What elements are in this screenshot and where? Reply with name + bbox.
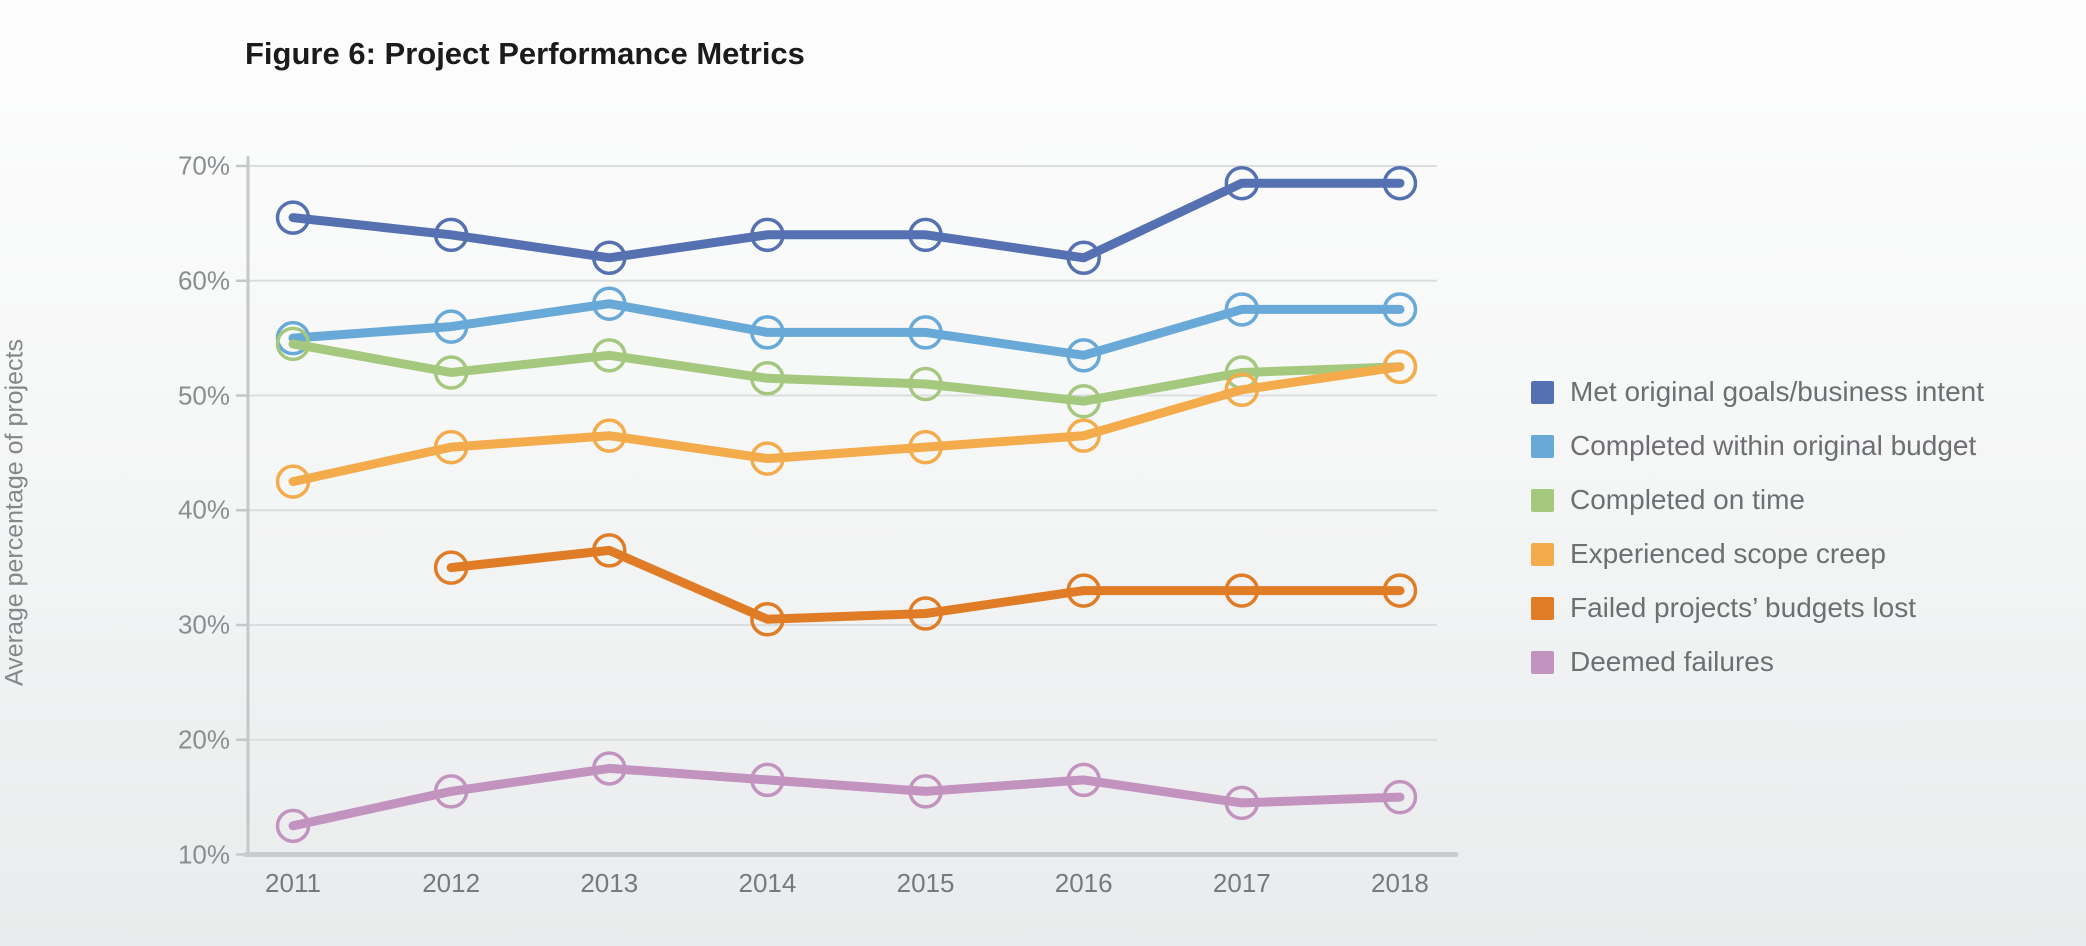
x-tick-label-year: 2016 — [1054, 868, 1113, 898]
data-point-marker — [592, 418, 627, 453]
y-tick-label: 40% — [177, 494, 230, 525]
legend-item: Experienced scope creep — [1531, 527, 1984, 581]
data-point-marker — [750, 441, 785, 476]
y-tick-label: 20% — [177, 724, 230, 755]
y-tick-label: 50% — [177, 380, 230, 410]
data-point-marker — [750, 217, 785, 253]
x-tick-label-year: 2018 — [1371, 868, 1429, 898]
x-tick-label-year: 2011 — [265, 868, 321, 898]
data-point-marker — [1066, 418, 1101, 453]
data-point-marker — [592, 533, 627, 568]
data-point-marker — [750, 602, 785, 637]
legend-label: Completed on time — [1570, 484, 1806, 515]
legend-swatch — [1531, 542, 1554, 566]
x-tick-label-year: 2012 — [422, 868, 481, 898]
data-point-marker — [1066, 240, 1101, 276]
legend-label: Met original goals/business intent — [1570, 376, 1985, 407]
data-point-marker — [275, 464, 311, 499]
legend-swatch — [1531, 434, 1554, 458]
data-point-marker — [1224, 573, 1260, 608]
data-point-marker — [1382, 779, 1418, 815]
y-tick-label: 30% — [177, 609, 230, 640]
y-tick-label: 70% — [177, 150, 230, 181]
y-axis-title: Average percentage of projects — [0, 339, 29, 686]
data-point-marker — [275, 808, 311, 844]
legend-item: Failed projects’ budgets lost — [1531, 581, 1984, 635]
y-tick-label: 10% — [177, 839, 230, 869]
legend-label: Failed projects’ budgets lost — [1570, 592, 1917, 623]
data-point-marker — [592, 240, 627, 276]
data-point-marker — [592, 286, 627, 321]
series-line — [288, 362, 1405, 487]
data-point-marker — [1382, 165, 1418, 201]
legend-label: Experienced scope creep — [1570, 538, 1886, 569]
data-point-marker — [433, 217, 469, 253]
data-point-marker — [908, 429, 943, 465]
series-line — [446, 545, 1405, 624]
data-point-marker — [750, 315, 785, 350]
legend-item: Completed on time — [1531, 473, 1984, 527]
data-point-marker — [275, 326, 311, 362]
x-tick-label-year: 2015 — [896, 868, 955, 898]
data-point-marker — [592, 338, 627, 373]
data-point-marker — [433, 774, 469, 809]
legend-item: Completed within original budget — [1531, 419, 1984, 473]
series-line — [288, 299, 1405, 360]
series-line — [288, 178, 1405, 263]
data-point-marker — [908, 366, 943, 402]
legend-swatch — [1531, 596, 1554, 620]
legend-item: Met original goals/business intent — [1531, 365, 1984, 419]
data-point-marker — [750, 762, 785, 798]
data-point-marker — [433, 309, 469, 344]
data-point-marker — [1224, 785, 1260, 821]
x-tick-label-year: 2017 — [1212, 868, 1271, 898]
data-point-marker — [750, 361, 785, 396]
data-point-marker — [433, 355, 469, 390]
y-tick-label: 60% — [177, 265, 230, 296]
data-point-marker — [1382, 349, 1418, 385]
data-point-marker — [1224, 292, 1260, 327]
data-point-marker — [908, 596, 943, 631]
data-point-marker — [1066, 573, 1101, 608]
data-point-marker — [1066, 762, 1101, 798]
data-point-marker — [1066, 338, 1101, 373]
series-line — [288, 763, 1405, 831]
data-point-marker — [1382, 292, 1418, 327]
data-point-marker — [908, 217, 943, 253]
data-point-marker — [433, 550, 469, 585]
data-point-marker — [908, 774, 943, 809]
data-point-marker — [1224, 372, 1260, 408]
legend-label: Deemed failures — [1570, 646, 1774, 677]
series-line — [288, 339, 1405, 406]
legend-swatch — [1531, 488, 1554, 512]
legend-swatch — [1531, 380, 1554, 404]
chart-legend: Met original goals/business intent Comple… — [1531, 365, 1984, 689]
data-point-marker — [1382, 573, 1418, 608]
chart-title: Figure 6: Project Performance Metrics — [245, 36, 805, 71]
x-tick-label-year: 2014 — [738, 868, 797, 898]
data-point-marker — [592, 751, 627, 786]
data-point-marker — [1224, 165, 1260, 201]
legend-label: Completed within original budget — [1570, 430, 1977, 461]
legend-item: Deemed failures — [1531, 635, 1984, 689]
legend-swatch — [1531, 650, 1554, 674]
data-point-marker — [275, 200, 311, 235]
x-tick-label-year: 2013 — [580, 868, 639, 898]
data-point-marker — [908, 315, 943, 350]
data-point-marker — [1066, 383, 1101, 419]
data-point-marker — [433, 429, 469, 465]
